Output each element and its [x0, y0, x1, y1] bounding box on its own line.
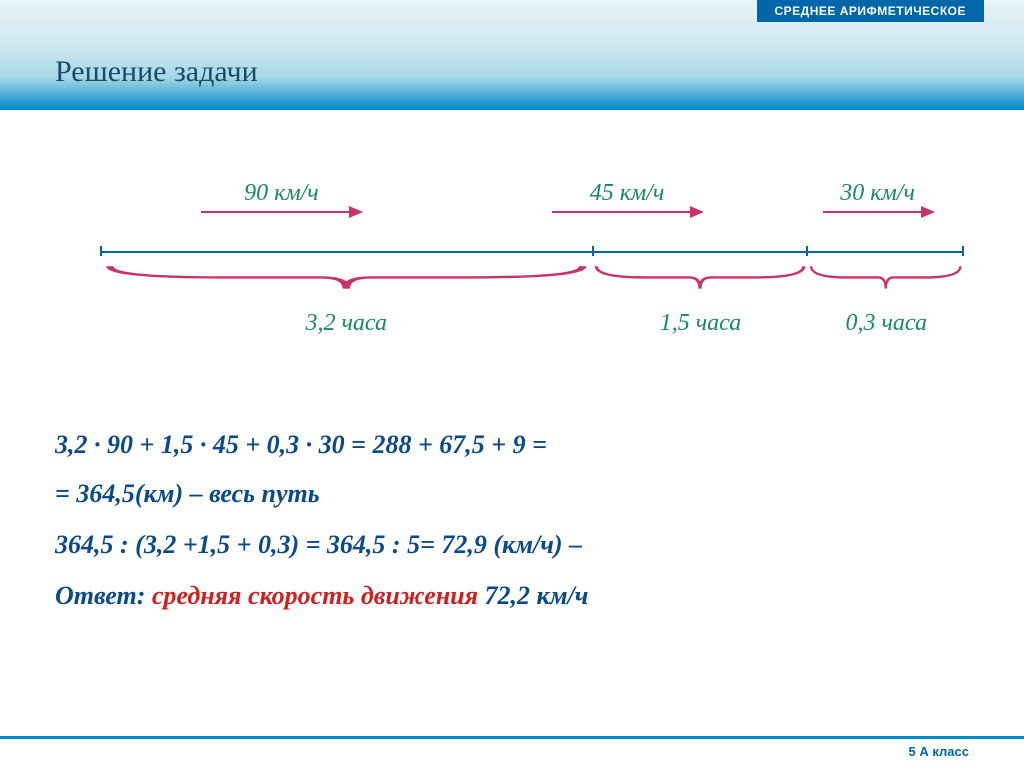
solution-text: 3,2 · 90 + 1,5 · 45 + 0,3 · 30 = 288 + 6… — [55, 420, 969, 620]
footer-divider — [0, 736, 1024, 739]
segment-1: 90 км/ч — [100, 180, 463, 213]
bracket-row: 3,2 часа 1,5 часа 0,3 часа — [100, 263, 964, 337]
time-label-1: 3,2 часа — [100, 310, 592, 337]
time-label-2: 1,5 часа — [592, 310, 808, 337]
tick-mark — [806, 246, 808, 256]
speed-label-1: 90 км/ч — [100, 180, 463, 207]
curly-bracket-icon — [100, 263, 592, 295]
subject-tab: СРЕДНЕЕ АРИФМЕТИЧЕСКОЕ — [757, 0, 985, 22]
number-line-diagram: 90 км/ч 45 км/ч 30 км/ч 3,2 — [100, 180, 964, 380]
speed-label-3: 30 км/ч — [791, 180, 964, 207]
curly-bracket-icon — [808, 263, 964, 295]
answer-text: средняя скорость движения — [152, 581, 485, 610]
curly-bracket-icon — [592, 263, 808, 295]
segment-2: 45 км/ч — [463, 180, 791, 213]
footer-label: 5 А класс — [909, 744, 969, 759]
number-line — [100, 251, 964, 253]
arrow-icon — [823, 211, 933, 213]
calc-line-1: 3,2 · 90 + 1,5 · 45 + 0,3 · 30 = 288 + 6… — [55, 420, 969, 469]
speed-labels-row: 90 км/ч 45 км/ч 30 км/ч — [100, 180, 964, 213]
tick-mark — [592, 246, 594, 256]
arrow-icon — [552, 211, 702, 213]
answer-line: Ответ: средняя скорость движения 72,2 км… — [55, 571, 969, 620]
tick-mark — [962, 246, 964, 256]
arrow-icon — [201, 211, 361, 213]
slide-title: Решение задачи — [55, 55, 258, 89]
segment-3: 30 км/ч — [791, 180, 964, 213]
calc-line-3: 364,5 : (3,2 +1,5 + 0,3) = 364,5 : 5= 72… — [55, 519, 969, 571]
time-label-3: 0,3 часа — [808, 310, 964, 337]
answer-value: 72,2 км/ч — [485, 581, 589, 610]
calc-line-2: = 364,5(км) – весь путь — [55, 469, 969, 518]
answer-prefix: Ответ: — [55, 581, 152, 610]
tick-mark — [100, 246, 102, 256]
speed-label-2: 45 км/ч — [463, 180, 791, 207]
content-area: 90 км/ч 45 км/ч 30 км/ч 3,2 — [0, 110, 1024, 737]
